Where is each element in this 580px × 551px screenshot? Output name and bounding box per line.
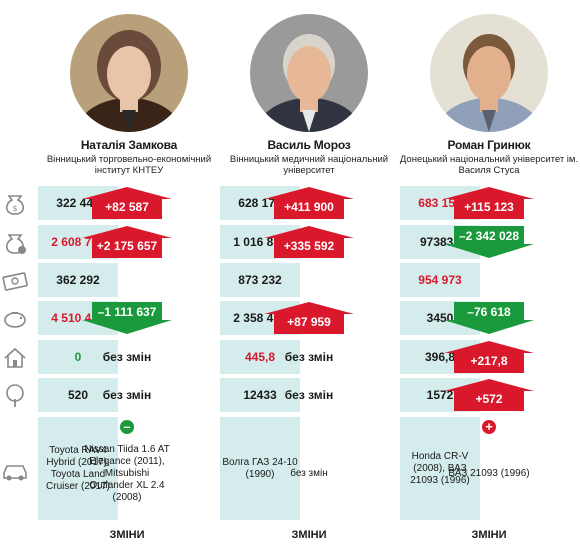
change-value: без змін [102, 350, 152, 364]
arrow-shape [444, 341, 534, 373]
change-value: без змін [284, 388, 334, 402]
declared-value: 520 [38, 378, 118, 412]
savings-bag-icon [0, 225, 30, 259]
person-institution: Донецький національний університет ім. В… [399, 154, 579, 176]
increase-arrow: +115 123 [444, 187, 534, 219]
increase-arrow: +82 587 [82, 187, 172, 219]
declared-value: 12433 [220, 378, 300, 412]
change-value: +335 592 [283, 239, 335, 253]
change-value: +87 959 [287, 315, 331, 329]
change-value: +572 [475, 392, 503, 406]
money-bag-icon-glyph: $ [5, 195, 25, 215]
house-icon [0, 340, 30, 374]
change-value: без змін [284, 350, 334, 364]
car-icon-glyph [3, 464, 27, 480]
declared-value: 873 232 [220, 263, 300, 297]
added-sign-icon: + [482, 420, 496, 434]
changes-label: ЗМІНИ [109, 529, 145, 541]
car-icon [0, 417, 30, 520]
portrait-illustration [70, 14, 188, 132]
arrow-shape [444, 302, 534, 334]
person-name: Василь Мороз [267, 138, 351, 152]
increase-arrow: +335 592 [264, 226, 354, 258]
increase-arrow: +411 900 [264, 187, 354, 219]
arrow-shape [264, 187, 354, 219]
arrow-shape [264, 226, 354, 258]
vehicles-change: ВАЗ 21093 (1996) [448, 468, 530, 479]
vehicles-text: Honda CR-V (2008), ВАЗ 21093 (1996) [410, 450, 470, 486]
arrow-shape [82, 187, 172, 219]
person-institution: Вінницький медичний національний універс… [229, 154, 389, 176]
removed-sign-icon: – [120, 420, 134, 434]
change-value: +411 900 [284, 200, 334, 214]
change-value: +82 587 [105, 200, 149, 214]
portrait-illustration [250, 14, 368, 132]
vehicles-value: Волга ГАЗ 24-10 (1990) [220, 417, 300, 520]
piggy-bank-icon-glyph [4, 312, 26, 328]
change-value: –1 111 637 [97, 305, 157, 319]
person-institution: Вінницький торговельно-економічний інсти… [46, 154, 212, 176]
change-value: –76 618 [467, 305, 511, 319]
money-bag-icon: $ [0, 186, 30, 220]
savings-bag-icon-glyph [5, 234, 26, 254]
change-value: +115 123 [464, 200, 514, 214]
person-name: Наталія Замкова [80, 138, 178, 152]
tree-icon-glyph [6, 384, 24, 407]
vehicles-text: Волга ГАЗ 24-10 (1990) [222, 456, 298, 480]
change-value: без змін [102, 388, 152, 402]
portrait-illustration [430, 14, 548, 132]
arrow-shape [444, 226, 534, 258]
decrease-arrow: –1 111 637 [82, 302, 172, 334]
increase-arrow: +2 175 657 [82, 226, 172, 258]
change-value: –2 342 028 [458, 229, 520, 243]
changes-label: ЗМІНИ [291, 529, 327, 541]
changes-label: ЗМІНИ [471, 529, 507, 541]
increase-arrow: +572 [444, 379, 534, 411]
arrow-shape [82, 226, 172, 258]
declared-value: 0 [38, 340, 118, 374]
arrow-shape [444, 187, 534, 219]
person-photo [70, 14, 188, 132]
increase-arrow: +87 959 [264, 302, 354, 334]
vehicles-value: Honda CR-V (2008), ВАЗ 21093 (1996) [400, 417, 480, 520]
banknote-icon-glyph [2, 272, 28, 291]
change-value: +217,8 [470, 354, 508, 368]
piggy-bank-icon [0, 301, 30, 335]
arrow-shape [444, 379, 534, 411]
declared-value: 362 292 [38, 263, 118, 297]
decrease-arrow: –2 342 028 [444, 226, 534, 258]
vehicles-text: Toyota RAV4 Hybrid (2017), Toyota Land C… [46, 444, 110, 492]
vehicles-change: Nissan Tiida 1.6 AT Elegance (2011), Mit… [84, 444, 170, 503]
banknote-icon [0, 263, 30, 297]
tree-icon [0, 378, 30, 412]
declared-value: 954 973 [400, 263, 480, 297]
decrease-arrow: –76 618 [444, 302, 534, 334]
svg-text:$: $ [12, 204, 17, 213]
declared-value: 445,8 [220, 340, 300, 374]
arrow-shape [82, 302, 172, 334]
vehicles-value: Toyota RAV4 Hybrid (2017), Toyota Land C… [38, 417, 118, 520]
house-icon-glyph [4, 347, 26, 368]
person-photo [250, 14, 368, 132]
vehicles-change: без змін [290, 468, 328, 479]
increase-arrow: +217,8 [444, 341, 534, 373]
person-name: Роман Гринюк [447, 138, 531, 152]
arrow-shape [264, 302, 354, 334]
person-photo [430, 14, 548, 132]
change-value: +2 175 657 [96, 239, 158, 253]
